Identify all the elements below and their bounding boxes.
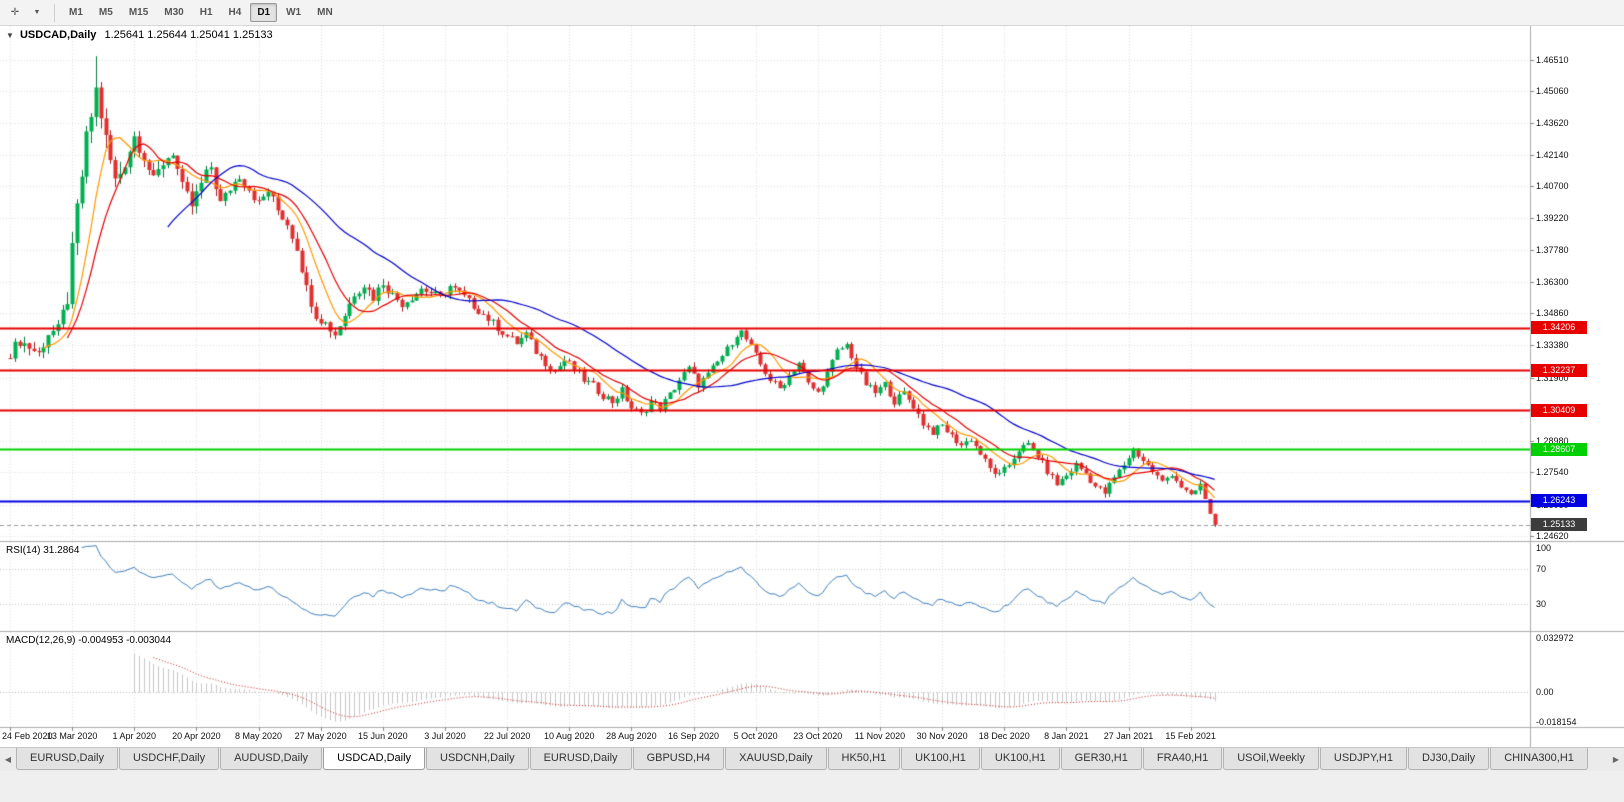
chart-tab-hk50-h1[interactable]: HK50,H1 [827, 748, 901, 770]
chart-tab-ger30-h1[interactable]: GER30,H1 [1060, 748, 1142, 770]
chart-tab-usdchf-daily[interactable]: USDCHF,Daily [118, 748, 220, 770]
price-chart-canvas[interactable] [0, 26, 1624, 747]
chart-tab-uk100-h1[interactable]: UK100,H1 [980, 748, 1060, 770]
timeframe-button-w1[interactable]: W1 [286, 7, 302, 18]
timeframe-button-m15[interactable]: M15 [128, 7, 149, 18]
chart-tab-gbpusd-h4[interactable]: GBPUSD,H4 [632, 748, 725, 770]
timeframe-button-m30[interactable]: M30 [164, 7, 184, 18]
chart-tab-xauusd-daily[interactable]: XAUUSD,Daily [725, 748, 827, 770]
chart-tab-eurusd-daily[interactable]: EURUSD,Daily [529, 748, 632, 770]
timeframe-button-m1[interactable]: M1 [69, 7, 83, 18]
price-axis[interactable] [1530, 26, 1624, 727]
chart-tab-china300-h1[interactable]: CHINA300,H1 [1490, 748, 1588, 770]
chart-cursor-icon[interactable]: ✛ [10, 7, 20, 18]
chart-tab-fra40-h1[interactable]: FRA40,H1 [1142, 748, 1223, 770]
chart-tabbar: ◀ EURUSD,Daily USDCHF,Daily AUDUSD,Daily US… [0, 747, 1624, 771]
timeframe-buttons-group: M1 M5 M15 M30 H1 H4 D1 W1 MN [61, 3, 341, 22]
chart-tab-usoil-weekly[interactable]: USOil,Weekly [1223, 748, 1319, 770]
tab-scroll-left-icon[interactable]: ◀ [4, 755, 12, 764]
timeframe-button-h1[interactable]: H1 [199, 7, 213, 18]
chart-tab-dj30-daily[interactable]: DJ30,Daily [1408, 748, 1490, 770]
tab-scroll-right-icon[interactable]: ▶ [1612, 755, 1620, 764]
timeframe-button-m5[interactable]: M5 [98, 7, 113, 18]
chart-tab-usdcad-daily[interactable]: USDCAD,Daily [323, 748, 426, 770]
window-status-area [0, 771, 1624, 802]
chart-tabs-group: EURUSD,Daily USDCHF,Daily AUDUSD,Daily USDC… [16, 748, 1608, 771]
chart-tab-usdjpy-h1[interactable]: USDJPY,H1 [1319, 748, 1407, 770]
chart-tab-usdcnh-daily[interactable]: USDCNH,Daily [426, 748, 529, 770]
chart-tab-uk100-h1[interactable]: UK100,H1 [901, 748, 980, 770]
date-axis[interactable] [0, 727, 1530, 747]
dropdown-arrow-icon[interactable]: ▼ [33, 9, 41, 16]
chart-tab-audusd-daily[interactable]: AUDUSD,Daily [220, 748, 323, 770]
chart-tab-eurusd-daily[interactable]: EURUSD,Daily [16, 748, 118, 770]
chart-area: ▼ USDCAD,Daily 1.25641 1.25644 1.25041 1… [0, 26, 1624, 747]
toolbar-separator [54, 3, 55, 22]
timeframe-toolbar: ✛ ▼ M1 M5 M15 M30 H1 H4 D1 W1 MN [0, 0, 1624, 26]
timeframe-button-d1[interactable]: D1 [250, 3, 278, 22]
timeframe-button-h4[interactable]: H4 [228, 7, 242, 18]
timeframe-button-mn[interactable]: MN [317, 7, 333, 18]
